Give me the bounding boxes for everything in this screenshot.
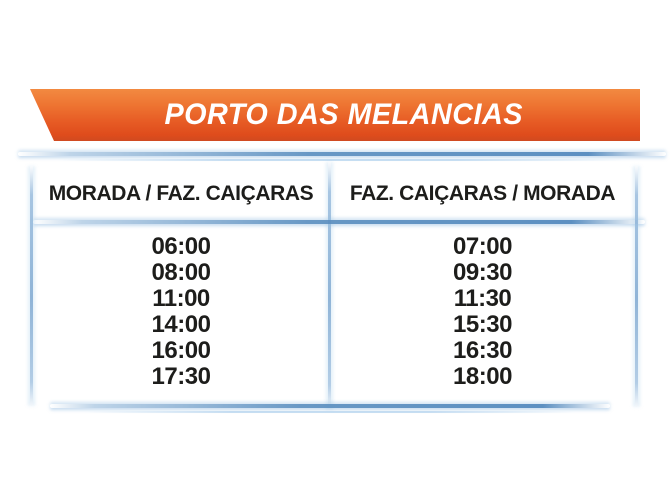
time-cell: 08:00 bbox=[151, 259, 211, 286]
column-header-morada-to-caicaras: MORADA / FAZ. CAIÇARAS bbox=[48, 181, 314, 205]
time-cell: 18:00 bbox=[453, 363, 512, 390]
table-top-rule bbox=[18, 152, 666, 161]
title-banner: PORTO DAS MELANCIAS bbox=[30, 89, 640, 141]
time-cell: 07:00 bbox=[453, 233, 512, 260]
time-cell: 15:30 bbox=[453, 311, 512, 338]
table-bottom-rule bbox=[50, 404, 610, 413]
time-cell: 17:30 bbox=[151, 363, 211, 390]
time-cell: 11:30 bbox=[453, 285, 512, 312]
page-title: PORTO DAS MELANCIAS bbox=[164, 98, 524, 131]
time-cell: 16:00 bbox=[151, 337, 211, 364]
time-cell: 14:00 bbox=[151, 311, 211, 338]
table-right-border bbox=[635, 166, 638, 407]
time-cell: 09:30 bbox=[453, 259, 512, 286]
column-header-caicaras-to-morada: FAZ. CAIÇARAS / MORADA bbox=[349, 181, 616, 205]
time-cell: 16:30 bbox=[453, 337, 512, 364]
departure-times-column-caicaras: 07:00 09:30 11:30 15:30 16:30 18:00 bbox=[329, 227, 636, 390]
time-cell: 06:00 bbox=[151, 233, 211, 260]
table-left-border bbox=[30, 166, 33, 406]
table-column-divider bbox=[328, 162, 331, 410]
departure-times-column-morada: 06:00 08:00 11:00 14:00 16:00 17:30 bbox=[33, 227, 329, 390]
header-underline-rule bbox=[33, 220, 645, 224]
time-cell: 11:00 bbox=[152, 285, 210, 312]
